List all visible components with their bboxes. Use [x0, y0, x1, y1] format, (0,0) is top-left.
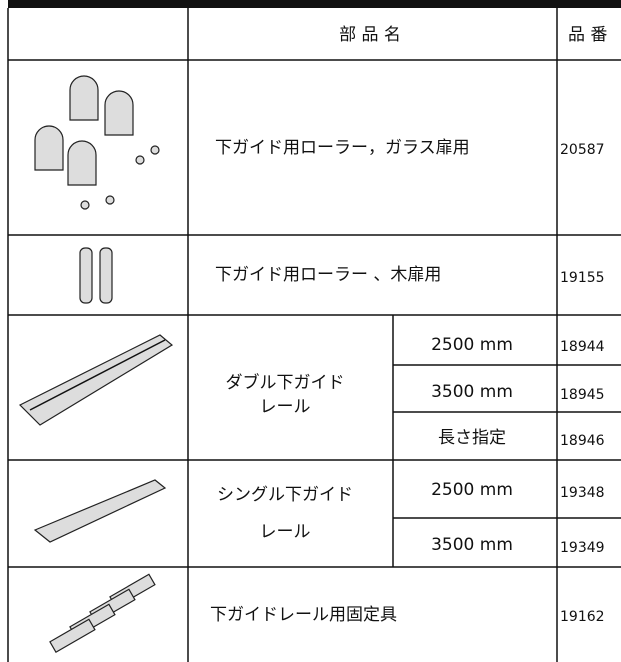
roller-glass-image	[34, 75, 160, 210]
part-number: 20587	[560, 142, 605, 158]
part-number: 18945	[560, 387, 605, 403]
header-name: 部 品 名	[339, 25, 401, 45]
part-name: レール	[260, 397, 311, 417]
part-number: 19349	[560, 540, 605, 556]
part-name: 下ガイド用ローラー 、木扉用	[215, 265, 441, 285]
size: 2500 mm	[431, 335, 513, 355]
part-name: ダブル下ガイド	[226, 372, 345, 393]
size: 長さ指定	[438, 428, 506, 448]
roller-wood-image	[79, 247, 113, 304]
part-number: 18946	[560, 433, 605, 449]
size: 3500 mm	[431, 382, 513, 402]
header-number: 品 番	[568, 25, 607, 45]
top-border	[8, 0, 621, 8]
single-rail-image	[33, 479, 167, 543]
size: 2500 mm	[431, 480, 513, 500]
part-number: 19155	[560, 270, 605, 286]
double-rail-image	[18, 334, 174, 426]
part-number: 18944	[560, 339, 605, 355]
part-name: 下ガイド用ローラー，ガラス扉用	[215, 138, 470, 158]
table-lines	[7, 8, 621, 662]
part-name: 下ガイドレール用固定具	[210, 605, 397, 625]
part-name: レール	[260, 522, 311, 542]
part-number: 19348	[560, 485, 605, 501]
part-number: 19162	[560, 609, 605, 625]
fixture-image	[49, 573, 156, 654]
size: 3500 mm	[431, 535, 513, 555]
part-name: シングル下ガイド	[217, 485, 353, 505]
